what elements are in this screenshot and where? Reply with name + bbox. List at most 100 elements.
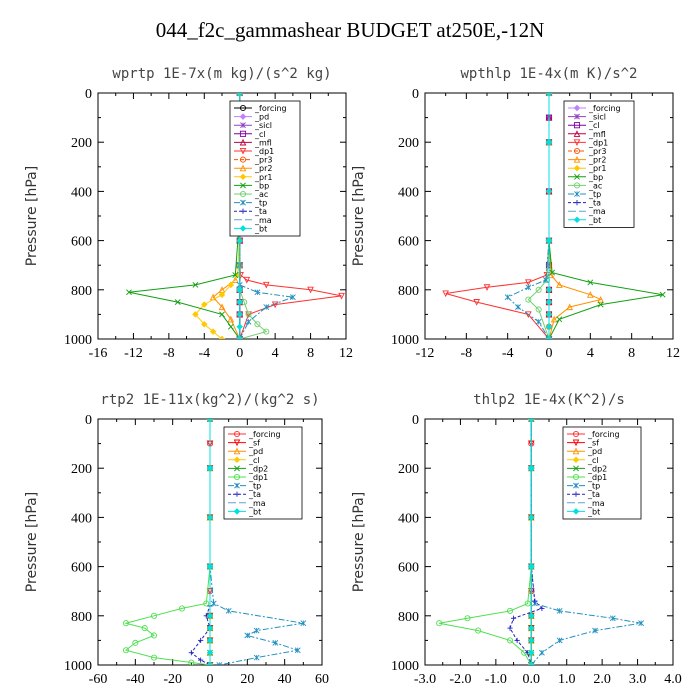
y-tick-label: 200 bbox=[71, 136, 92, 151]
legend: _forcing_pd_sicl_cl_mfl_dp1_pr3_pr2_pr1_… bbox=[229, 100, 301, 237]
series-layer bbox=[436, 419, 645, 665]
legend-label: _forcing bbox=[254, 104, 287, 113]
series-line-tp bbox=[239, 93, 294, 339]
x-tick-label: 0 bbox=[546, 346, 553, 361]
series-line-dp1 bbox=[439, 419, 532, 665]
legend-label: _sicl bbox=[588, 113, 606, 122]
legend-label: _sicl bbox=[254, 121, 272, 130]
legend-label: _ac bbox=[588, 181, 602, 190]
legend-label: _tp bbox=[254, 199, 267, 208]
series-points-dp1 bbox=[442, 93, 553, 339]
series-points-bt bbox=[206, 419, 214, 665]
series-line-dp1 bbox=[445, 93, 550, 339]
legend-label: _dp1 bbox=[587, 473, 607, 482]
legend-label: _pd bbox=[248, 447, 263, 456]
legend-label: _ta bbox=[254, 207, 267, 216]
x-tick-label: -8 bbox=[460, 346, 472, 361]
y-tick-label: 800 bbox=[71, 610, 92, 625]
x-tick-label: 0 bbox=[236, 346, 243, 361]
y-tick-label: 600 bbox=[398, 561, 419, 576]
legend: _forcing_sicl_cl_mfl_dp1_pr3_pr2_pr1_bp_… bbox=[563, 100, 635, 228]
legend-label: _tp bbox=[248, 482, 261, 491]
y-tick-label: 200 bbox=[71, 462, 92, 477]
x-tick-label: 0.0 bbox=[523, 672, 541, 687]
y-tick-label: 1000 bbox=[391, 659, 419, 674]
legend-label: _cl bbox=[588, 121, 600, 130]
legend-label: _bt bbox=[248, 507, 261, 516]
y-axis-label: Pressure [hPa] bbox=[351, 166, 367, 266]
legend-label: _pd bbox=[587, 447, 602, 456]
legend-label: _pr3 bbox=[588, 147, 606, 156]
panel-1: wprtp 1E-7x(m kg)/(s^2 kg) Pressure [hPa]… bbox=[24, 66, 353, 361]
x-tick-label: 1.0 bbox=[558, 672, 576, 687]
x-tick-label: 12 bbox=[339, 346, 353, 361]
legend-label: _sf bbox=[587, 439, 599, 448]
legend-label: _dp2 bbox=[587, 464, 607, 473]
y-tick-label: 800 bbox=[71, 284, 92, 299]
legend-label: _bp bbox=[254, 181, 269, 190]
plot-frame bbox=[97, 92, 347, 340]
x-tick-label: 60 bbox=[315, 672, 329, 687]
x-tick-label: -4 bbox=[198, 346, 210, 361]
figure-title: 044_f2c_gammashear BUDGET at250E,-12N bbox=[155, 18, 545, 42]
y-tick-label: 1000 bbox=[64, 333, 92, 348]
legend-label: _dp1 bbox=[248, 473, 268, 482]
legend-label: _cl bbox=[248, 456, 260, 465]
panel-title: rtp2 1E-11x(kg^2)/(kg^2 s) bbox=[100, 392, 319, 408]
y-tick-label: 600 bbox=[71, 235, 92, 250]
x-tick-label: -60 bbox=[89, 672, 108, 687]
x-tick-label: 2.0 bbox=[593, 672, 611, 687]
y-tick-label: 0 bbox=[85, 413, 92, 428]
y-tick-label: 800 bbox=[398, 284, 419, 299]
y-tick-label: 400 bbox=[71, 185, 92, 200]
legend-label: _forcing bbox=[587, 430, 620, 439]
x-tick-label: -4 bbox=[502, 346, 514, 361]
series-points-bt bbox=[528, 419, 535, 665]
y-tick-label: 400 bbox=[398, 185, 419, 200]
legend-label: _ma bbox=[248, 499, 266, 508]
y-tick-label: 400 bbox=[398, 511, 419, 526]
legend-label: _pr2 bbox=[588, 156, 606, 165]
x-tick-label: 4 bbox=[587, 346, 594, 361]
x-tick-label: -2.0 bbox=[449, 672, 471, 687]
panel-title: wpthlp 1E-4x(m K)/s^2 bbox=[460, 66, 637, 82]
series-line-ta bbox=[190, 419, 211, 665]
x-tick-label: 8 bbox=[307, 346, 314, 361]
x-tick-label: -1.0 bbox=[485, 672, 507, 687]
y-tick-label: 600 bbox=[398, 235, 419, 250]
legend-label: _bt bbox=[587, 507, 600, 516]
legend-label: _ta bbox=[248, 490, 261, 499]
x-tick-label: 4 bbox=[272, 346, 279, 361]
legend-label: _ta bbox=[588, 199, 601, 208]
legend-label: _mfl bbox=[588, 130, 606, 139]
y-axis-label: Pressure [hPa] bbox=[24, 166, 40, 266]
y-axis-label: Pressure [hPa] bbox=[24, 492, 40, 592]
x-tick-label: -12 bbox=[416, 346, 435, 361]
series-line-ta bbox=[509, 419, 543, 665]
legend-label: _tp bbox=[587, 482, 600, 491]
y-tick-label: 800 bbox=[398, 610, 419, 625]
panel-4: thlp2 1E-4x(K^2)/s Pressure [hPa] -3.0 -2.0… bbox=[351, 392, 682, 687]
x-tick-label: 0 bbox=[207, 672, 214, 687]
legend-label: _bt bbox=[588, 216, 601, 225]
x-tick-label: 4.0 bbox=[664, 672, 682, 687]
y-axis-label: Pressure [hPa] bbox=[351, 492, 367, 592]
y-tick-label: 200 bbox=[398, 136, 419, 151]
series-line-bp bbox=[128, 93, 241, 339]
legend-label: _pr1 bbox=[588, 164, 606, 173]
legend-label: _pr2 bbox=[254, 164, 272, 173]
legend-label: _ma bbox=[254, 216, 272, 225]
legend-label: _ma bbox=[587, 499, 605, 508]
series-points-ta bbox=[507, 419, 545, 665]
legend-label: _mfl bbox=[254, 138, 272, 147]
series-points-dp1 bbox=[122, 419, 214, 665]
y-tick-label: 600 bbox=[71, 561, 92, 576]
y-tick-label: 1000 bbox=[391, 333, 419, 348]
x-tick-label: -8 bbox=[163, 346, 175, 361]
y-tick-label: 200 bbox=[398, 462, 419, 477]
x-tick-label: 40 bbox=[278, 672, 292, 687]
legend-label: _cl bbox=[587, 456, 599, 465]
panel-title: wprtp 1E-7x(m kg)/(s^2 kg) bbox=[112, 66, 331, 82]
legend-label: _bp bbox=[588, 173, 603, 182]
legend-box bbox=[563, 100, 635, 228]
